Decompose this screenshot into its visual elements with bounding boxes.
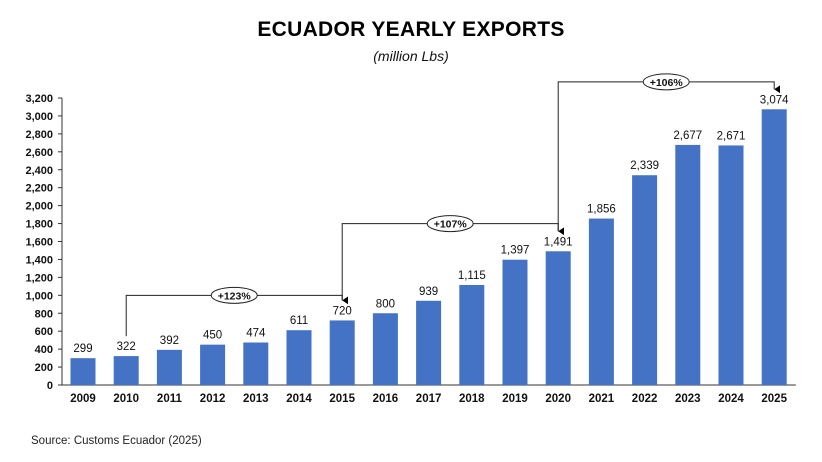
y-tick-label: 2,000	[25, 201, 53, 213]
x-tick-label: 2016	[373, 393, 399, 405]
growth-badge	[642, 73, 690, 91]
y-tick-label: 200	[35, 362, 53, 374]
source-note: Source: Customs Ecuador (2025)	[31, 435, 202, 447]
x-tick-label: 2010	[113, 393, 139, 405]
y-tick-label: 3,200	[25, 93, 53, 105]
growth-badge	[210, 286, 258, 304]
bar-2016	[372, 313, 398, 385]
bar-2019	[502, 259, 528, 385]
x-tick-label: 2017	[416, 393, 442, 405]
y-tick-label: 1,000	[25, 290, 53, 302]
bar-2012	[200, 344, 226, 385]
x-tick-label: 2018	[459, 393, 485, 405]
bar-2025	[761, 109, 787, 385]
y-tick-label: 2,600	[25, 147, 53, 159]
data-label: 3,074	[760, 94, 789, 106]
bar-2022	[632, 175, 658, 385]
x-tick-label: 2022	[632, 393, 658, 405]
y-tick-label: 2,400	[25, 165, 53, 177]
bar-2010	[113, 356, 139, 385]
y-tick-label: 3,000	[25, 111, 53, 123]
y-tick-label: 1,200	[25, 272, 53, 284]
data-label: 2,671	[717, 130, 746, 142]
x-tick-label: 2011	[157, 393, 183, 405]
y-tick-label: 2,200	[25, 183, 53, 195]
data-label: 1,397	[501, 245, 530, 257]
x-tick-label: 2009	[70, 393, 96, 405]
bar-2023	[675, 144, 701, 385]
x-tick-label: 2013	[243, 393, 269, 405]
data-label: 2,677	[673, 130, 702, 142]
bar-2021	[588, 218, 614, 385]
x-tick-label: 2015	[329, 393, 355, 405]
y-tick-label: 800	[35, 308, 53, 320]
data-label: 1,856	[587, 204, 616, 216]
y-tick-label: 600	[35, 326, 53, 338]
bar-2013	[243, 342, 269, 385]
chart-subtitle: (million Lbs)	[373, 48, 449, 64]
data-label: 720	[333, 305, 352, 317]
bar-2011	[156, 349, 182, 385]
data-label: 2,339	[630, 160, 659, 172]
x-tick-label: 2012	[200, 393, 226, 405]
chart-title: ECUADOR YEARLY EXPORTS	[257, 18, 565, 41]
x-tick-label: 2019	[502, 393, 528, 405]
bar-2015	[329, 320, 355, 385]
data-label: 800	[376, 298, 395, 310]
growth-label: +107%	[434, 219, 468, 231]
data-label: 939	[419, 286, 438, 298]
data-label: 1,491	[544, 236, 573, 248]
growth-badge	[426, 215, 474, 233]
y-tick-label: 2,800	[25, 129, 53, 141]
data-label: 392	[160, 335, 179, 347]
y-tick-label: 400	[35, 344, 53, 356]
growth-label: +106%	[650, 77, 684, 89]
data-label: 299	[73, 343, 92, 355]
x-tick-label: 2025	[761, 393, 787, 405]
bar-2009	[70, 358, 96, 385]
x-tick-label: 2023	[675, 393, 701, 405]
bar-2024	[718, 145, 744, 385]
x-tick-label: 2021	[589, 393, 615, 405]
y-tick-label: 0	[47, 380, 53, 392]
data-label: 450	[203, 330, 222, 342]
x-tick-label: 2014	[286, 393, 312, 405]
data-label: 474	[246, 327, 266, 339]
x-tick-label: 2024	[718, 393, 744, 405]
data-label: 1,115	[458, 270, 486, 282]
growth-label: +123%	[218, 290, 252, 302]
bar-2014	[286, 330, 312, 385]
bar-2017	[416, 300, 442, 385]
bar-2020	[545, 251, 571, 385]
y-tick-label: 1,400	[25, 254, 53, 266]
y-tick-label: 1,600	[25, 237, 53, 249]
x-tick-label: 2020	[545, 393, 571, 405]
data-label: 322	[117, 341, 136, 353]
bar-2018	[459, 284, 485, 385]
y-tick-label: 1,800	[25, 219, 53, 231]
data-label: 611	[290, 315, 308, 327]
